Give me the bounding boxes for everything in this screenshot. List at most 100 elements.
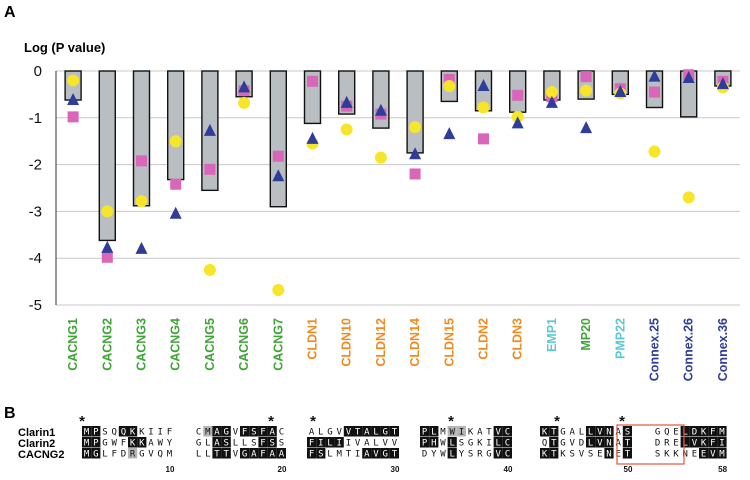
residue-shade: [595, 426, 605, 437]
category-labels: CACNG1 CACNG2 CACNG3 CACNG4 CACNG5 CACNG6 CACN…: [66, 318, 730, 381]
circle-marker: [409, 121, 422, 134]
residue: S: [569, 449, 574, 459]
category-label: MP20: [579, 318, 593, 351]
residue-shade: [276, 448, 286, 459]
residue-shade: [258, 448, 268, 459]
residue-shade: [221, 426, 231, 437]
residue: M: [84, 449, 90, 459]
category-label: EMP1: [545, 318, 559, 352]
residue: D: [655, 438, 660, 448]
position-number: 40: [504, 465, 513, 474]
residue-shade: [549, 437, 559, 448]
residue: A: [364, 427, 370, 437]
residue-shade: [549, 448, 559, 459]
category-label: Connex.36: [716, 318, 730, 381]
residue-shade: [362, 448, 372, 459]
residue-shade: [82, 437, 92, 448]
residue: A: [309, 427, 315, 437]
residue-shade: [389, 426, 399, 437]
residue: K: [701, 427, 707, 437]
residue: F: [260, 449, 265, 459]
category-label: CACNG5: [203, 318, 217, 371]
residue: F: [260, 427, 265, 437]
residue-shade: [128, 426, 138, 437]
residue: E: [701, 449, 706, 459]
residue: G: [560, 438, 565, 448]
residue: M: [336, 449, 342, 459]
residue-shade: [717, 448, 727, 459]
square-marker: [136, 155, 147, 167]
residue-shade: [137, 437, 147, 448]
position-number: 50: [624, 465, 633, 474]
residue: V: [710, 449, 716, 459]
residue: V: [148, 449, 154, 459]
residue: T: [355, 427, 361, 437]
residue: W: [440, 438, 446, 448]
y-axis-ticks: 0 -1 -2 -3 -4 -5: [29, 63, 42, 314]
circle-marker: [374, 151, 387, 164]
residue: G: [196, 438, 201, 448]
residue-shade: [717, 426, 727, 437]
residue-shade: [371, 426, 381, 437]
category-label: CLDN2: [477, 318, 491, 360]
residue-shade: [353, 426, 363, 437]
residue-shade: [502, 448, 512, 459]
residue: L: [233, 438, 238, 448]
residue: A: [148, 438, 154, 448]
circle-marker: [545, 86, 558, 99]
square-marker: [649, 86, 660, 98]
seq-name-clarin1: Clarin1: [18, 427, 55, 439]
circle-marker: [101, 205, 114, 218]
sequence-names: Clarin1 Clarin2 CACNG2: [18, 427, 64, 461]
circle-marker: [135, 195, 148, 208]
bar: [166, 70, 185, 181]
residue: M: [440, 427, 446, 437]
residue: K: [139, 427, 145, 437]
residue: G: [468, 438, 473, 448]
residue-shade: [493, 448, 503, 459]
square-marker: [204, 163, 216, 175]
bars: [64, 70, 732, 242]
square-marker: [170, 178, 182, 190]
residue: T: [214, 449, 220, 459]
residue: K: [130, 438, 136, 448]
residue-shade: [316, 448, 326, 459]
residue: G: [139, 449, 144, 459]
residue: T: [486, 427, 492, 437]
residue: G: [382, 427, 387, 437]
residue-shade: [493, 426, 503, 437]
residue: Q: [121, 427, 126, 437]
residue-shade: [699, 437, 709, 448]
residue-shade: [307, 437, 317, 448]
residue: V: [336, 427, 342, 437]
residue: S: [459, 438, 464, 448]
residue: G: [382, 449, 387, 459]
residue-shade: [429, 426, 439, 437]
residue: R: [130, 449, 136, 459]
bar: [98, 70, 117, 242]
residue: K: [673, 449, 679, 459]
triangle-marker: [580, 121, 593, 134]
triangle-marker: [511, 116, 524, 129]
residue-shade: [717, 437, 727, 448]
residue-shade: [456, 426, 466, 437]
residue: V: [346, 427, 352, 437]
residue-shade: [221, 437, 231, 448]
bar: [132, 70, 151, 207]
residue: S: [625, 427, 630, 437]
y-tick-label: -1: [29, 110, 42, 127]
residue: V: [495, 449, 501, 459]
y-tick-label: 0: [34, 63, 42, 80]
residue: T: [392, 427, 398, 437]
residue: P: [93, 438, 99, 448]
residue: S: [655, 449, 660, 459]
residue-shade: [267, 448, 277, 459]
residue: L: [682, 427, 687, 437]
residue-shade: [540, 448, 550, 459]
residue-shade: [447, 437, 457, 448]
residue: Q: [664, 427, 669, 437]
residue: L: [327, 449, 332, 459]
circle-marker: [648, 145, 661, 158]
residue: F: [242, 427, 247, 437]
